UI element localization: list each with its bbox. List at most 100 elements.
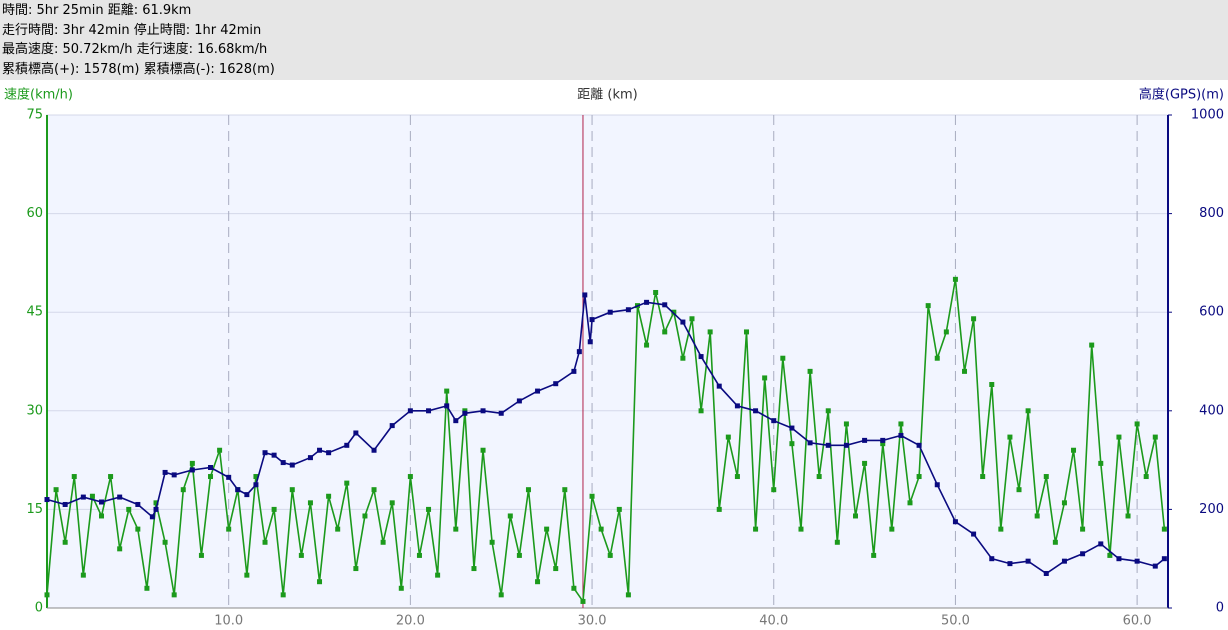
point-marker — [1161, 556, 1167, 562]
plot-area — [46, 114, 1169, 609]
point-marker — [453, 418, 459, 424]
point-marker — [244, 492, 250, 498]
point-marker — [989, 382, 995, 388]
summary-line: 走行時間: 3hr 42min 停止時間: 1hr 42min — [2, 22, 262, 38]
point-marker — [62, 501, 68, 507]
point-marker — [426, 408, 432, 414]
point-marker — [153, 506, 159, 512]
point-marker — [162, 539, 168, 545]
point-marker — [416, 552, 422, 558]
y2-tick-label: 600 — [1199, 305, 1224, 320]
point-marker — [253, 482, 259, 488]
point-marker — [398, 585, 404, 591]
x-tick-label: 30.0 — [578, 614, 607, 629]
x-tick-label: 20.0 — [396, 614, 425, 629]
point-marker — [607, 309, 613, 315]
point-marker — [516, 398, 522, 404]
point-marker — [989, 556, 995, 562]
point-marker — [235, 487, 241, 493]
summary-line: 時間: 5hr 25min 距離: 61.9km — [2, 3, 192, 18]
point-marker — [898, 421, 904, 427]
point-marker — [444, 403, 450, 409]
point-marker — [625, 307, 631, 313]
point-marker — [816, 474, 822, 480]
point-marker — [1098, 460, 1104, 466]
point-marker — [180, 487, 186, 493]
point-marker — [1043, 474, 1049, 480]
point-marker — [962, 368, 968, 374]
point-marker — [189, 467, 195, 473]
point-marker — [498, 592, 504, 598]
point-marker — [571, 368, 577, 374]
point-marker — [862, 437, 868, 443]
point-marker — [716, 383, 722, 389]
point-marker — [226, 474, 232, 480]
y-tick-label: 60 — [26, 206, 43, 221]
point-marker — [516, 552, 522, 558]
point-marker — [1134, 421, 1140, 427]
point-marker — [135, 526, 141, 532]
point-marker — [244, 572, 250, 578]
point-marker — [99, 499, 105, 505]
y2-tick-label: 800 — [1199, 206, 1224, 221]
point-marker — [480, 408, 486, 414]
point-marker — [582, 292, 588, 298]
point-marker — [998, 526, 1004, 532]
point-marker — [1098, 541, 1104, 547]
point-marker — [916, 474, 922, 480]
point-marker — [934, 355, 940, 361]
point-marker — [326, 450, 332, 456]
point-marker — [335, 526, 341, 532]
point-marker — [671, 309, 677, 315]
point-marker — [580, 598, 586, 604]
point-marker — [371, 487, 377, 493]
point-marker — [407, 408, 413, 414]
x-axis-title: 距離 (km) — [577, 88, 637, 103]
point-marker — [1125, 513, 1131, 519]
point-marker — [952, 519, 958, 525]
point-marker — [971, 316, 977, 322]
point-marker — [698, 408, 704, 414]
point-marker — [1025, 558, 1031, 564]
point-marker — [280, 592, 286, 598]
y-tick-label: 30 — [26, 403, 43, 418]
point-marker — [734, 403, 740, 409]
point-marker — [371, 447, 377, 453]
point-marker — [289, 487, 295, 493]
point-marker — [576, 349, 582, 355]
point-marker — [262, 450, 268, 456]
point-marker — [389, 423, 395, 429]
point-marker — [208, 474, 214, 480]
point-marker — [762, 375, 768, 381]
point-marker — [498, 410, 504, 416]
point-marker — [1071, 447, 1077, 453]
point-marker — [117, 546, 123, 552]
point-marker — [307, 455, 313, 461]
point-marker — [680, 319, 686, 325]
y2-tick-label: 200 — [1199, 502, 1224, 517]
point-marker — [1152, 434, 1158, 440]
point-marker — [853, 513, 859, 519]
point-marker — [607, 552, 613, 558]
series-line — [46, 279, 1166, 604]
point-marker — [589, 493, 595, 499]
point-marker — [1143, 474, 1149, 480]
point-marker — [889, 526, 895, 532]
point-marker — [789, 441, 795, 447]
point-marker — [1107, 552, 1113, 558]
point-marker — [1116, 434, 1122, 440]
y-tick-label: 0 — [35, 601, 43, 616]
point-marker — [907, 500, 913, 506]
point-marker — [789, 425, 795, 431]
point-marker — [553, 381, 559, 387]
point-marker — [117, 494, 123, 500]
point-marker — [153, 500, 159, 506]
point-marker — [344, 442, 350, 448]
point-marker — [1034, 513, 1040, 519]
point-marker — [62, 539, 68, 545]
point-marker — [262, 539, 268, 545]
point-marker — [880, 437, 886, 443]
point-marker — [99, 513, 105, 519]
point-marker — [1080, 551, 1086, 557]
